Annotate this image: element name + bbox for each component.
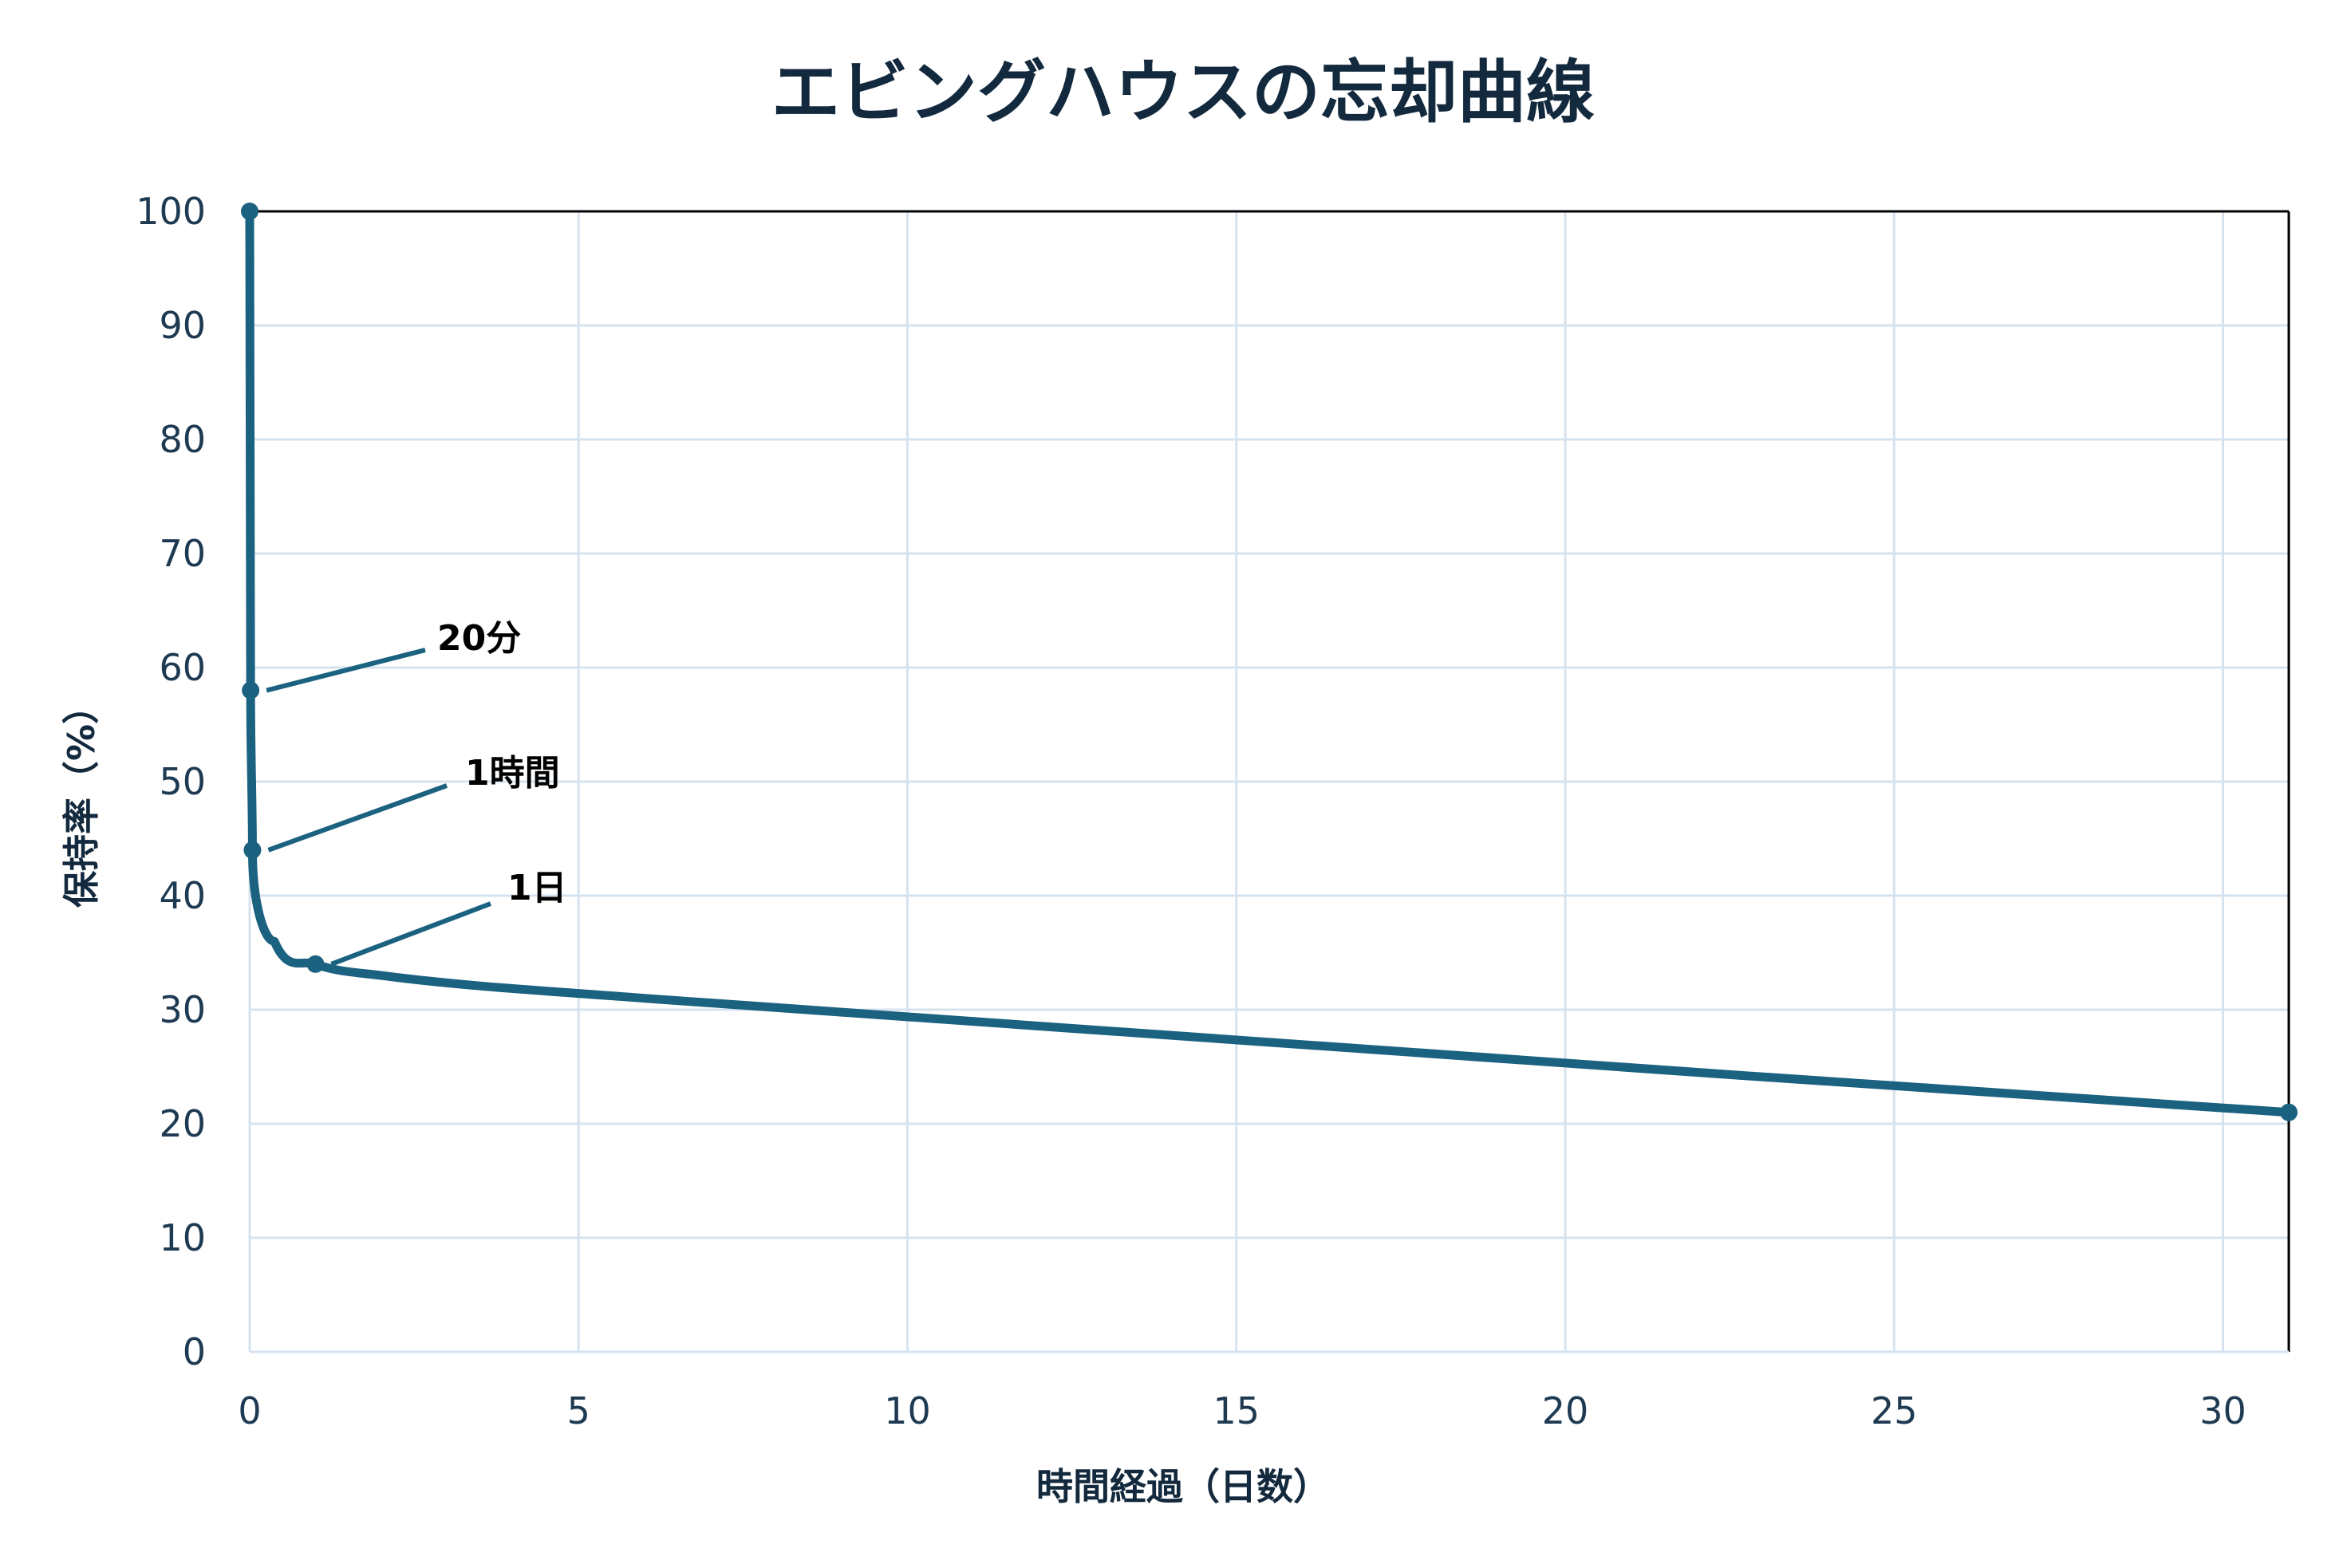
annotation-leader-line-1 [267,783,448,853]
y-tick-label-60: 60 [159,646,206,689]
y-tick-label-80: 80 [159,418,206,461]
annotation-label-1: 1時間 [465,753,560,794]
data-point-marker-3 [306,955,325,973]
y-tick-label-40: 40 [159,874,206,917]
y-tick-label-70: 70 [159,532,206,575]
y-tick-label-0: 0 [183,1330,206,1373]
x-tick-label-0: 0 [238,1389,261,1432]
data-point-marker-0 [241,203,258,220]
data-point-marker-4 [2280,1103,2298,1121]
x-tick-label-10: 10 [884,1389,931,1432]
annotation-leader-line-0 [266,648,426,693]
x-axis-title: 時間経過（日数） [1036,1465,1330,1508]
y-tick-label-100: 100 [136,190,206,233]
annotations: 20分 1時間 1日 [266,618,567,967]
y-tick-label-20: 20 [159,1102,206,1145]
x-tick-label-25: 25 [1871,1389,1918,1432]
annotation-label-0: 20分 [437,618,521,659]
annotation-label-2: 1日 [507,868,567,908]
y-tick-label-10: 10 [159,1216,206,1259]
x-tick-label-20: 20 [1542,1389,1589,1432]
data-point-marker-1 [242,681,260,699]
series [241,203,2298,1121]
x-tick-label-5: 5 [567,1389,590,1432]
y-axis-title: 保持率（%） [60,687,103,908]
y-tick-label-90: 90 [159,304,206,347]
x-tick-label-15: 15 [1213,1389,1260,1432]
y-tick-label-30: 30 [159,988,206,1031]
tick-labels: 0 10 20 30 40 50 60 70 80 90 100 0 5 10 15 20 25 30 [136,190,2246,1432]
retention-curve-line [245,207,2294,1117]
data-point-marker-2 [243,841,262,859]
grid [250,210,2289,1352]
annotation-leader-line-2 [330,901,492,967]
chart-title: エビングハウスの忘却曲線 [771,53,1595,132]
y-tick-label-50: 50 [159,760,206,803]
x-tick-label-30: 30 [2199,1389,2246,1432]
